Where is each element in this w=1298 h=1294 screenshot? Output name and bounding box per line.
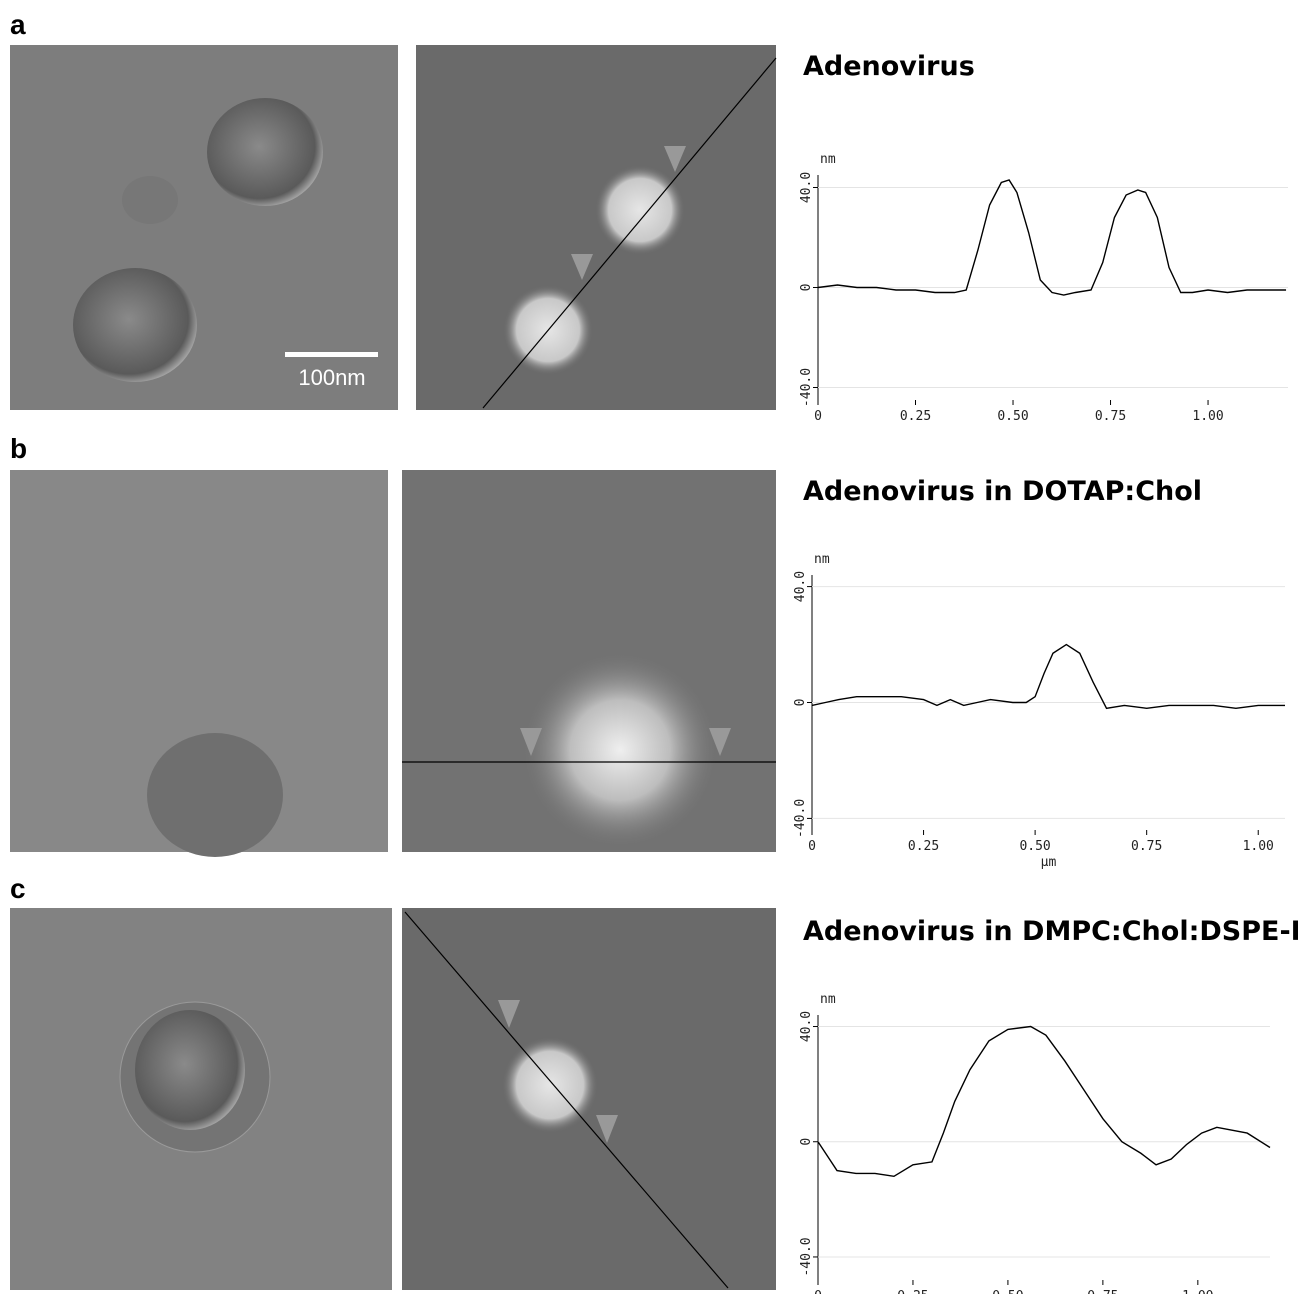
- panel-label: c: [10, 873, 26, 904]
- x-tick-label: 1.00: [1182, 1289, 1213, 1294]
- y-unit: nm: [820, 152, 836, 167]
- x-tick-label: 0.50: [1019, 839, 1050, 854]
- panel-label: a: [10, 9, 26, 40]
- plot-area: [812, 565, 1285, 830]
- chart-title: Adenovirus: [803, 51, 975, 82]
- x-tick-label: 0.75: [1131, 839, 1162, 854]
- y-tick-label: -40.0: [793, 799, 808, 838]
- x-tick-label: 0: [814, 1289, 822, 1294]
- y-tick-label: 0: [799, 284, 814, 292]
- images: [10, 45, 776, 1290]
- y-unit: nm: [814, 552, 830, 567]
- x-tick-label: 0.50: [992, 1289, 1023, 1294]
- scale-bar-label: 100nm: [298, 365, 365, 390]
- figure: a b c 100nm Adenovirusnm-40.0040.000.250…: [0, 0, 1298, 1294]
- x-tick-label: 0.50: [997, 409, 1028, 424]
- afm-image: [416, 45, 776, 410]
- y-tick-label: -40.0: [799, 1237, 814, 1276]
- y-tick-label: -40.0: [799, 368, 814, 407]
- y-tick-label: 40.0: [799, 172, 814, 203]
- x-tick-label: 1.00: [1192, 409, 1223, 424]
- panel-label: b: [10, 433, 27, 464]
- chart-title: Adenovirus in DMPC:Chol:DSPE-PEG: [803, 916, 1298, 947]
- y-unit: nm: [820, 992, 836, 1007]
- y-tick-label: 0: [793, 699, 808, 707]
- x-axis-label: µm: [1041, 855, 1057, 870]
- y-tick-label: 40.0: [793, 571, 808, 602]
- x-tick-label: 0: [814, 409, 822, 424]
- plot-area: [818, 165, 1288, 400]
- y-tick-label: 0: [799, 1138, 814, 1146]
- chart-title: Adenovirus in DOTAP:Chol: [803, 476, 1202, 507]
- x-tick-label: 1.00: [1243, 839, 1274, 854]
- x-tick-label: 0: [808, 839, 816, 854]
- x-tick-label: 0.75: [1087, 1289, 1118, 1294]
- y-tick-label: 40.0: [799, 1011, 814, 1042]
- x-tick-label: 0.25: [897, 1289, 928, 1294]
- x-tick-label: 0.25: [908, 839, 939, 854]
- x-tick-label: 0.75: [1095, 409, 1126, 424]
- plot-area: [818, 1005, 1270, 1280]
- x-tick-label: 0.25: [900, 409, 931, 424]
